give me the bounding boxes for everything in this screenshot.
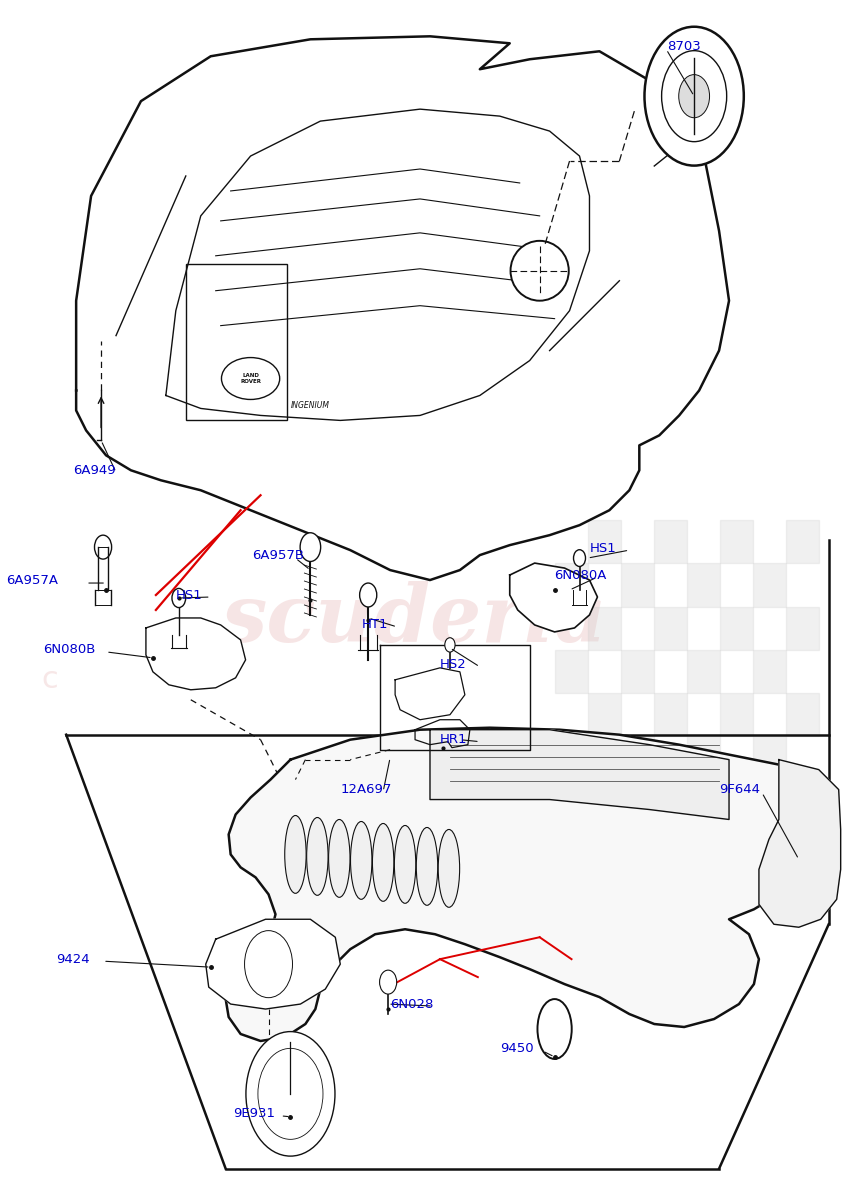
Circle shape bbox=[574, 550, 586, 566]
Text: scuderia: scuderia bbox=[221, 581, 606, 659]
Text: 6N080A: 6N080A bbox=[555, 569, 607, 582]
Polygon shape bbox=[205, 919, 340, 1009]
Ellipse shape bbox=[284, 816, 306, 893]
Ellipse shape bbox=[329, 820, 350, 898]
Bar bbox=[686, 564, 720, 607]
Polygon shape bbox=[146, 618, 246, 690]
Bar bbox=[555, 650, 588, 694]
Bar bbox=[752, 564, 786, 607]
Ellipse shape bbox=[438, 829, 460, 907]
Text: 9424: 9424 bbox=[56, 953, 90, 966]
Polygon shape bbox=[76, 36, 729, 580]
Bar bbox=[720, 520, 752, 564]
Text: 6N028: 6N028 bbox=[390, 997, 434, 1010]
Text: 6A957A: 6A957A bbox=[6, 574, 58, 587]
Text: 9450: 9450 bbox=[500, 1043, 533, 1056]
Ellipse shape bbox=[373, 823, 394, 901]
Circle shape bbox=[661, 50, 727, 142]
Text: 6A949: 6A949 bbox=[73, 464, 116, 476]
Circle shape bbox=[246, 1032, 335, 1156]
Bar bbox=[752, 737, 786, 780]
Text: HT1: HT1 bbox=[362, 618, 389, 631]
Polygon shape bbox=[430, 730, 729, 820]
Text: 9F644: 9F644 bbox=[719, 784, 760, 796]
Bar bbox=[786, 694, 819, 737]
Circle shape bbox=[380, 970, 397, 994]
Text: 6N080B: 6N080B bbox=[43, 643, 95, 656]
Ellipse shape bbox=[307, 817, 328, 895]
Circle shape bbox=[94, 535, 112, 559]
Text: 8703: 8703 bbox=[667, 40, 701, 53]
Text: HS1: HS1 bbox=[176, 588, 203, 601]
Bar bbox=[588, 694, 621, 737]
Circle shape bbox=[644, 26, 744, 166]
Ellipse shape bbox=[394, 826, 416, 904]
Ellipse shape bbox=[510, 241, 569, 301]
Bar bbox=[555, 737, 588, 780]
Text: HS1: HS1 bbox=[589, 541, 616, 554]
Bar bbox=[186, 264, 287, 420]
Bar bbox=[555, 564, 588, 607]
Text: LAND
ROVER: LAND ROVER bbox=[240, 373, 261, 384]
Bar bbox=[720, 607, 752, 650]
Text: 12A697: 12A697 bbox=[340, 784, 392, 796]
Text: c: c bbox=[41, 665, 58, 695]
Bar bbox=[654, 694, 686, 737]
Bar bbox=[686, 737, 720, 780]
Circle shape bbox=[360, 583, 377, 607]
Text: HS2: HS2 bbox=[440, 659, 466, 671]
Bar bbox=[621, 564, 654, 607]
Polygon shape bbox=[759, 760, 841, 928]
Bar bbox=[588, 607, 621, 650]
Bar bbox=[686, 650, 720, 694]
Polygon shape bbox=[509, 563, 598, 632]
Polygon shape bbox=[226, 727, 813, 1040]
Bar bbox=[720, 694, 752, 737]
Bar bbox=[621, 650, 654, 694]
Bar bbox=[654, 520, 686, 564]
Bar bbox=[752, 650, 786, 694]
Text: 9E931: 9E931 bbox=[233, 1108, 275, 1121]
Text: 6A957B: 6A957B bbox=[253, 548, 305, 562]
Circle shape bbox=[300, 533, 320, 562]
Circle shape bbox=[172, 588, 186, 607]
Polygon shape bbox=[395, 668, 465, 720]
Ellipse shape bbox=[538, 1000, 572, 1058]
Bar bbox=[786, 607, 819, 650]
Text: INGENIUM: INGENIUM bbox=[291, 401, 330, 410]
Bar bbox=[621, 737, 654, 780]
Ellipse shape bbox=[350, 822, 372, 899]
Ellipse shape bbox=[417, 828, 438, 905]
Bar bbox=[654, 607, 686, 650]
Bar bbox=[786, 520, 819, 564]
Text: HR1: HR1 bbox=[440, 733, 467, 746]
Bar bbox=[588, 520, 621, 564]
Circle shape bbox=[445, 637, 455, 652]
Circle shape bbox=[679, 74, 710, 118]
